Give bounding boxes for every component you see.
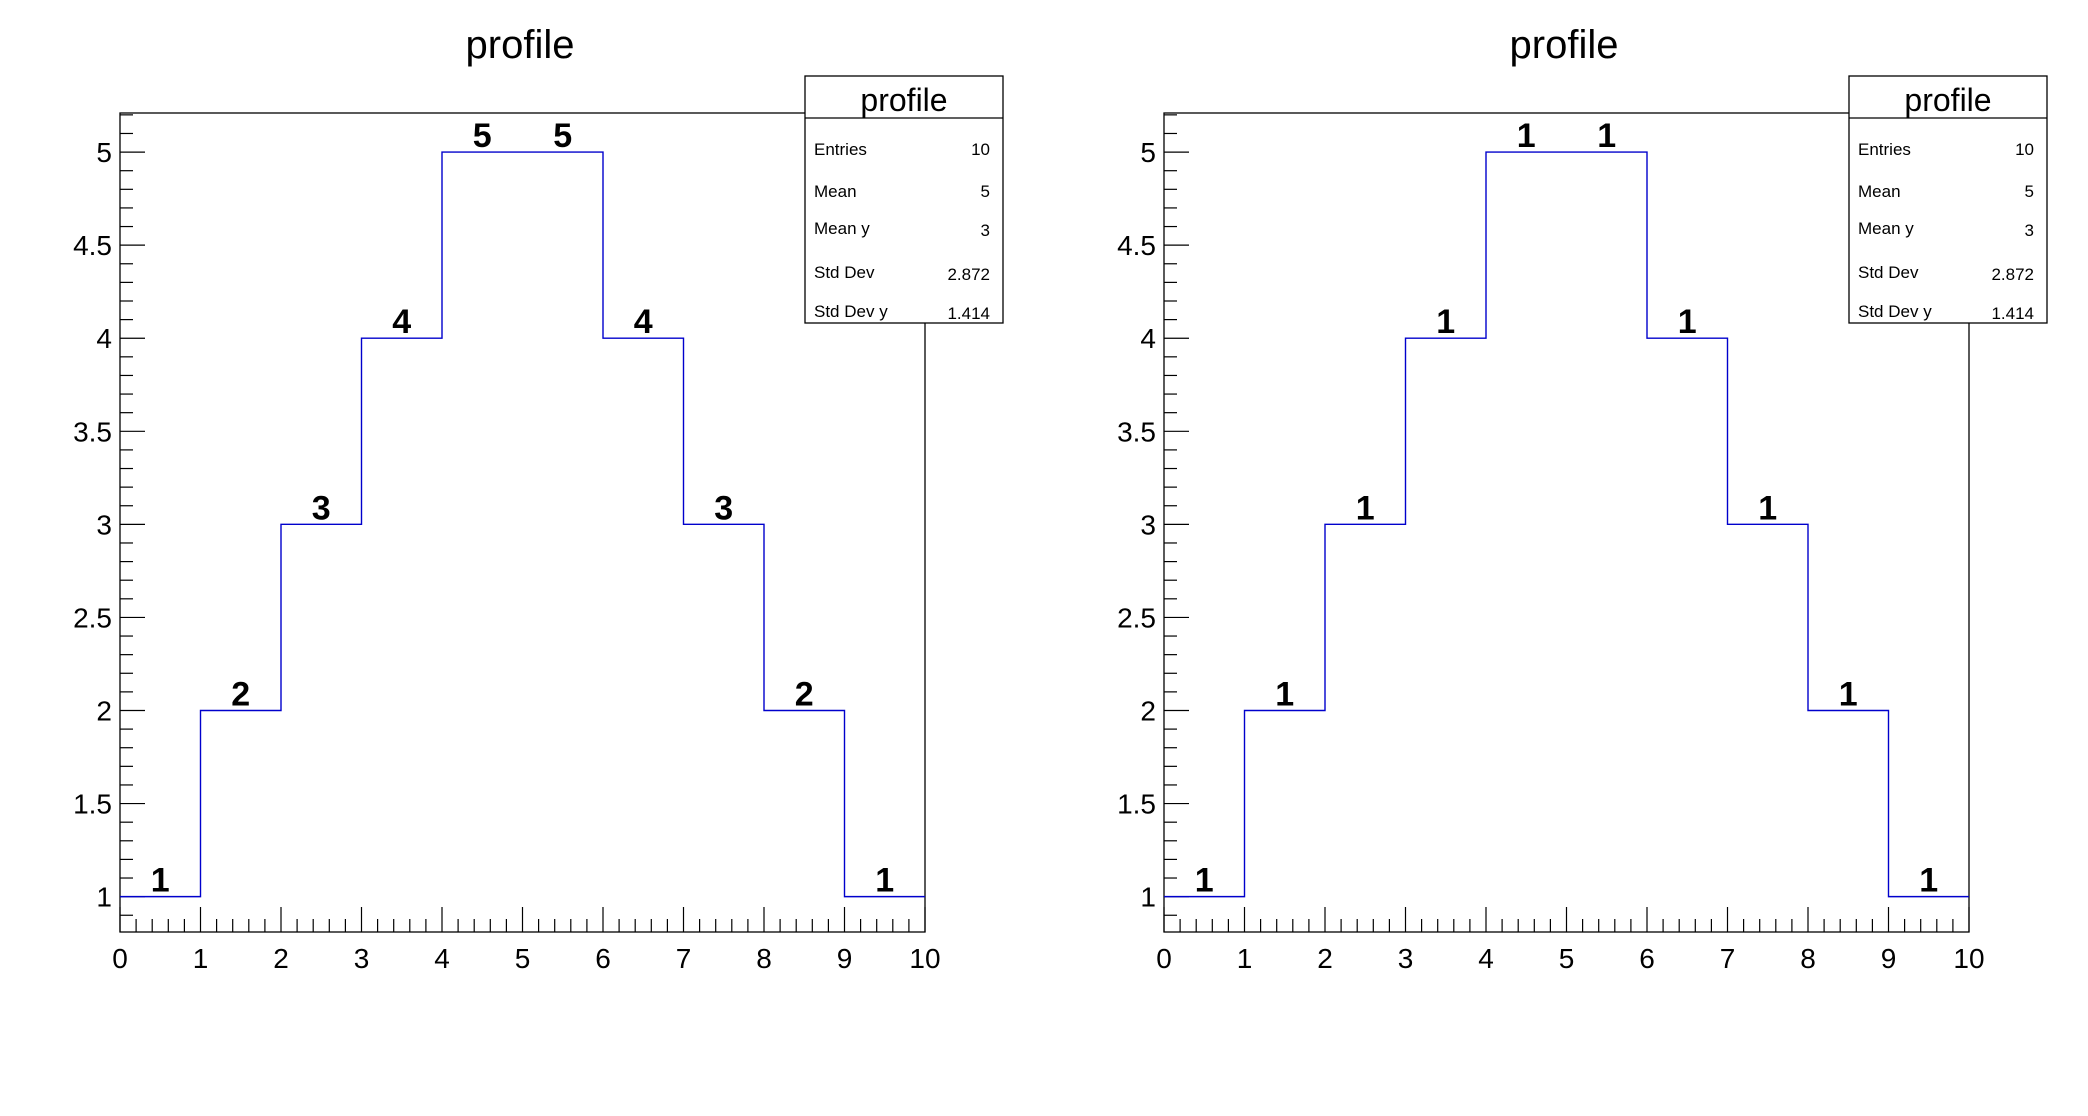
x-tick-label: 9 [1881, 943, 1897, 974]
stats-box-frame [804, 75, 1004, 324]
y-tick-label: 1.5 [73, 789, 112, 820]
plot-frame [119, 112, 926, 933]
bin-label: 1 [1758, 489, 1777, 527]
bin-label: 1 [1517, 117, 1536, 155]
x-tick-label: 2 [273, 943, 289, 974]
x-tick-label: 8 [1800, 943, 1816, 974]
x-tick-label: 7 [676, 943, 692, 974]
x-tick-label: 1 [1237, 943, 1253, 974]
y-tick-label: 3 [96, 509, 112, 540]
plot-frame [1163, 112, 1970, 933]
stats-value: 10 [2015, 140, 2034, 159]
y-tick-label: 4.5 [1117, 230, 1156, 261]
x-tick-label: 3 [354, 943, 370, 974]
bin-label: 4 [634, 303, 653, 341]
stats-title: profile [860, 82, 947, 118]
stats-value: 1.414 [1991, 304, 2034, 323]
y-tick-label: 3.5 [73, 416, 112, 447]
bin-label: 1 [1678, 303, 1697, 341]
x-tick-label: 0 [112, 943, 128, 974]
stats-value: 2.872 [1991, 265, 2034, 284]
stats-label: Entries [814, 140, 867, 159]
y-tick-label: 2 [1140, 695, 1156, 726]
x-tick-label: 5 [515, 943, 531, 974]
stats-label: Mean y [1858, 219, 1914, 238]
bin-label: 1 [1436, 303, 1455, 341]
stats-label: Entries [1858, 140, 1911, 159]
bin-label: 5 [553, 117, 572, 155]
stats-label: Std Dev y [814, 302, 888, 321]
x-tick-label: 2 [1317, 943, 1333, 974]
y-tick-label: 1 [96, 882, 112, 913]
y-tick-label: 4 [1140, 323, 1156, 354]
x-tick-label: 6 [1639, 943, 1655, 974]
stats-label: Mean [814, 182, 857, 201]
x-tick-label: 3 [1398, 943, 1414, 974]
x-tick-label: 6 [595, 943, 611, 974]
y-tick-label: 3.5 [1117, 416, 1156, 447]
bin-label: 2 [231, 675, 250, 713]
bin-label: 1 [875, 862, 894, 900]
stats-title: profile [1904, 82, 1991, 118]
x-tick-label: 4 [434, 943, 450, 974]
stats-label: Std Dev [814, 263, 875, 282]
x-tick-label: 4 [1478, 943, 1494, 974]
x-tick-label: 5 [1559, 943, 1575, 974]
chart-title: profile [466, 23, 575, 67]
bin-label: 1 [151, 862, 170, 900]
stats-label: Std Dev [1858, 263, 1919, 282]
bin-label: 3 [312, 489, 331, 527]
y-tick-label: 1 [1140, 882, 1156, 913]
y-tick-label: 2.5 [1117, 602, 1156, 633]
stats-value: 1.414 [947, 304, 990, 323]
y-tick-label: 2.5 [73, 602, 112, 633]
y-tick-label: 4.5 [73, 230, 112, 261]
y-tick-label: 5 [1140, 137, 1156, 168]
y-tick-label: 3 [1140, 509, 1156, 540]
stats-label: Mean [1858, 182, 1901, 201]
stats-value: 3 [2025, 221, 2034, 240]
bin-label: 1 [1356, 489, 1375, 527]
bin-label: 1 [1195, 862, 1214, 900]
bin-label: 5 [473, 117, 492, 155]
stats-box-frame [1848, 75, 2048, 324]
y-tick-label: 1.5 [1117, 789, 1156, 820]
stats-box: profile Entries 10 Mean 5 Mean y 3 Std Dev 2.872… [804, 75, 1004, 324]
x-tick-label: 8 [756, 943, 772, 974]
x-tick-label: 0 [1156, 943, 1172, 974]
bin-label: 1 [1919, 862, 1938, 900]
stats-value: 3 [981, 221, 990, 240]
chart-title: profile [1510, 23, 1619, 67]
bin-label: 4 [392, 303, 411, 341]
bin-label: 2 [795, 675, 814, 713]
bin-label: 3 [714, 489, 733, 527]
stats-value: 2.872 [947, 265, 990, 284]
bin-label: 1 [1597, 117, 1616, 155]
x-tick-label: 10 [1953, 943, 1984, 974]
y-tick-label: 5 [96, 137, 112, 168]
histogram-line [1164, 151, 1969, 898]
stats-value: 5 [2025, 182, 2034, 201]
bin-label: 1 [1275, 675, 1294, 713]
bin-label: 1 [1839, 675, 1858, 713]
x-tick-label: 7 [1720, 943, 1736, 974]
y-tick-label: 2 [96, 695, 112, 726]
stats-value: 5 [981, 182, 990, 201]
x-tick-label: 10 [909, 943, 940, 974]
histogram-line [120, 151, 925, 898]
x-tick-label: 1 [193, 943, 209, 974]
stats-label: Mean y [814, 219, 870, 238]
stats-label: Std Dev y [1858, 302, 1932, 321]
y-tick-label: 4 [96, 323, 112, 354]
stats-value: 10 [971, 140, 990, 159]
stats-box: profile Entries 10 Mean 5 Mean y 3 Std Dev 2.872… [1848, 75, 2048, 324]
x-tick-label: 9 [837, 943, 853, 974]
